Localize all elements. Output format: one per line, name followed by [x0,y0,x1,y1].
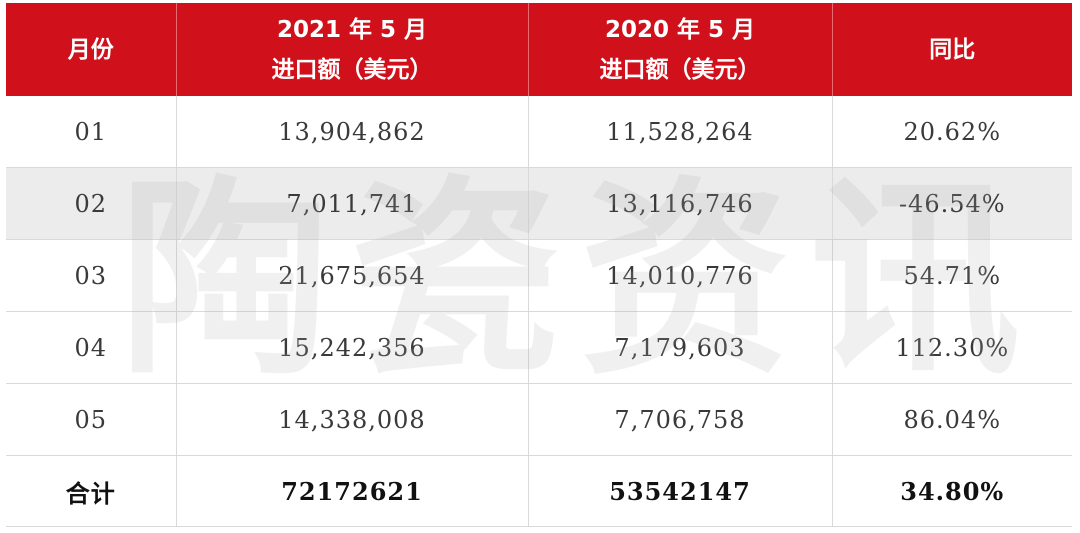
header-month: 月份 [6,3,177,96]
header-2021-line2: 进口额（美元） [271,56,433,83]
table-row: 05 14,338,008 7,706,758 86.04% [6,383,1072,456]
cell-2021: 15,242,356 [176,311,529,384]
cell-2020: 7,706,758 [528,383,833,456]
header-2021-import: 2021 年 5 月 进口额（美元） [176,3,529,96]
cell-month: 01 [6,96,177,168]
table-row: 04 15,242,356 7,179,603 112.30% [6,311,1072,384]
total-yoy: 34.80% [832,455,1072,527]
header-2021-line1: 2021 年 5 月 [276,16,428,43]
table-row: 02 7,011,741 13,116,746 -46.54% [6,167,1072,240]
cell-month: 04 [6,311,177,384]
cell-month: 05 [6,383,177,456]
cell-2021: 13,904,862 [176,96,529,168]
header-2020-line2: 进口额（美元） [599,56,761,83]
table-row: 03 21,675,654 14,010,776 54.71% [6,239,1072,312]
total-row: 合计 72172621 53542147 34.80% [6,455,1072,527]
total-2021: 72172621 [176,455,529,527]
cell-2020: 13,116,746 [528,167,833,240]
cell-yoy: 86.04% [832,383,1072,456]
total-label: 合计 [6,455,177,527]
cell-yoy: 54.71% [832,239,1072,312]
total-2020: 53542147 [528,455,833,527]
cell-2021: 7,011,741 [176,167,529,240]
cell-yoy: -46.54% [832,167,1072,240]
cell-yoy: 112.30% [832,311,1072,384]
header-yoy: 同比 [832,3,1072,96]
cell-month: 03 [6,239,177,312]
cell-2021: 14,338,008 [176,383,529,456]
cell-2021: 21,675,654 [176,239,529,312]
header-2020-line1: 2020 年 5 月 [604,16,756,43]
cell-2020: 7,179,603 [528,311,833,384]
header-2020-import: 2020 年 5 月 进口额（美元） [528,3,833,96]
table-row: 01 13,904,862 11,528,264 20.62% [6,96,1072,168]
cell-2020: 14,010,776 [528,239,833,312]
cell-month: 02 [6,167,177,240]
import-table: 月份 2021 年 5 月 进口额（美元） 2020 年 5 月 进口额（美元）… [6,3,1072,527]
cell-yoy: 20.62% [832,96,1072,168]
header-row: 月份 2021 年 5 月 进口额（美元） 2020 年 5 月 进口额（美元）… [6,3,1072,96]
cell-2020: 11,528,264 [528,96,833,168]
